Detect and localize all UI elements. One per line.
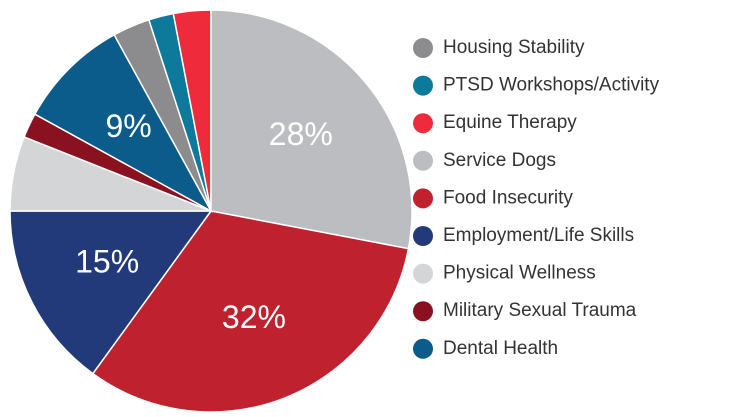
legend-label: Dental Health <box>443 338 558 359</box>
legend-marker <box>413 75 433 96</box>
legend-marker <box>413 263 433 284</box>
legend-label: Military Sexual Trauma <box>443 300 637 321</box>
legend-marker <box>413 338 433 359</box>
slice-label: 15% <box>75 243 139 279</box>
legend-marker <box>413 301 433 322</box>
legend-marker <box>413 113 433 134</box>
pie-slice <box>91 210 410 413</box>
legend-marker <box>413 150 433 171</box>
slice-label: 28% <box>269 116 333 152</box>
legend-label: Physical Wellness <box>443 263 596 284</box>
legend-label: Equine Therapy <box>443 112 577 133</box>
pie-slice <box>210 9 413 250</box>
legend-label: Service Dogs <box>443 150 556 171</box>
pie-slice <box>33 33 213 213</box>
slice-label: 32% <box>222 299 286 335</box>
legend-label: Employment/Life Skills <box>443 225 634 246</box>
legend-label: Food Insecurity <box>443 187 573 208</box>
legend-marker <box>413 188 433 209</box>
pie-slice <box>9 210 213 375</box>
legend-marker <box>413 226 433 246</box>
legend-label: Housing Stability <box>443 37 585 58</box>
slice-label: 9% <box>105 108 151 144</box>
legend-label: PTSD Workshops/Activity <box>443 75 660 96</box>
legend-marker <box>413 38 433 58</box>
